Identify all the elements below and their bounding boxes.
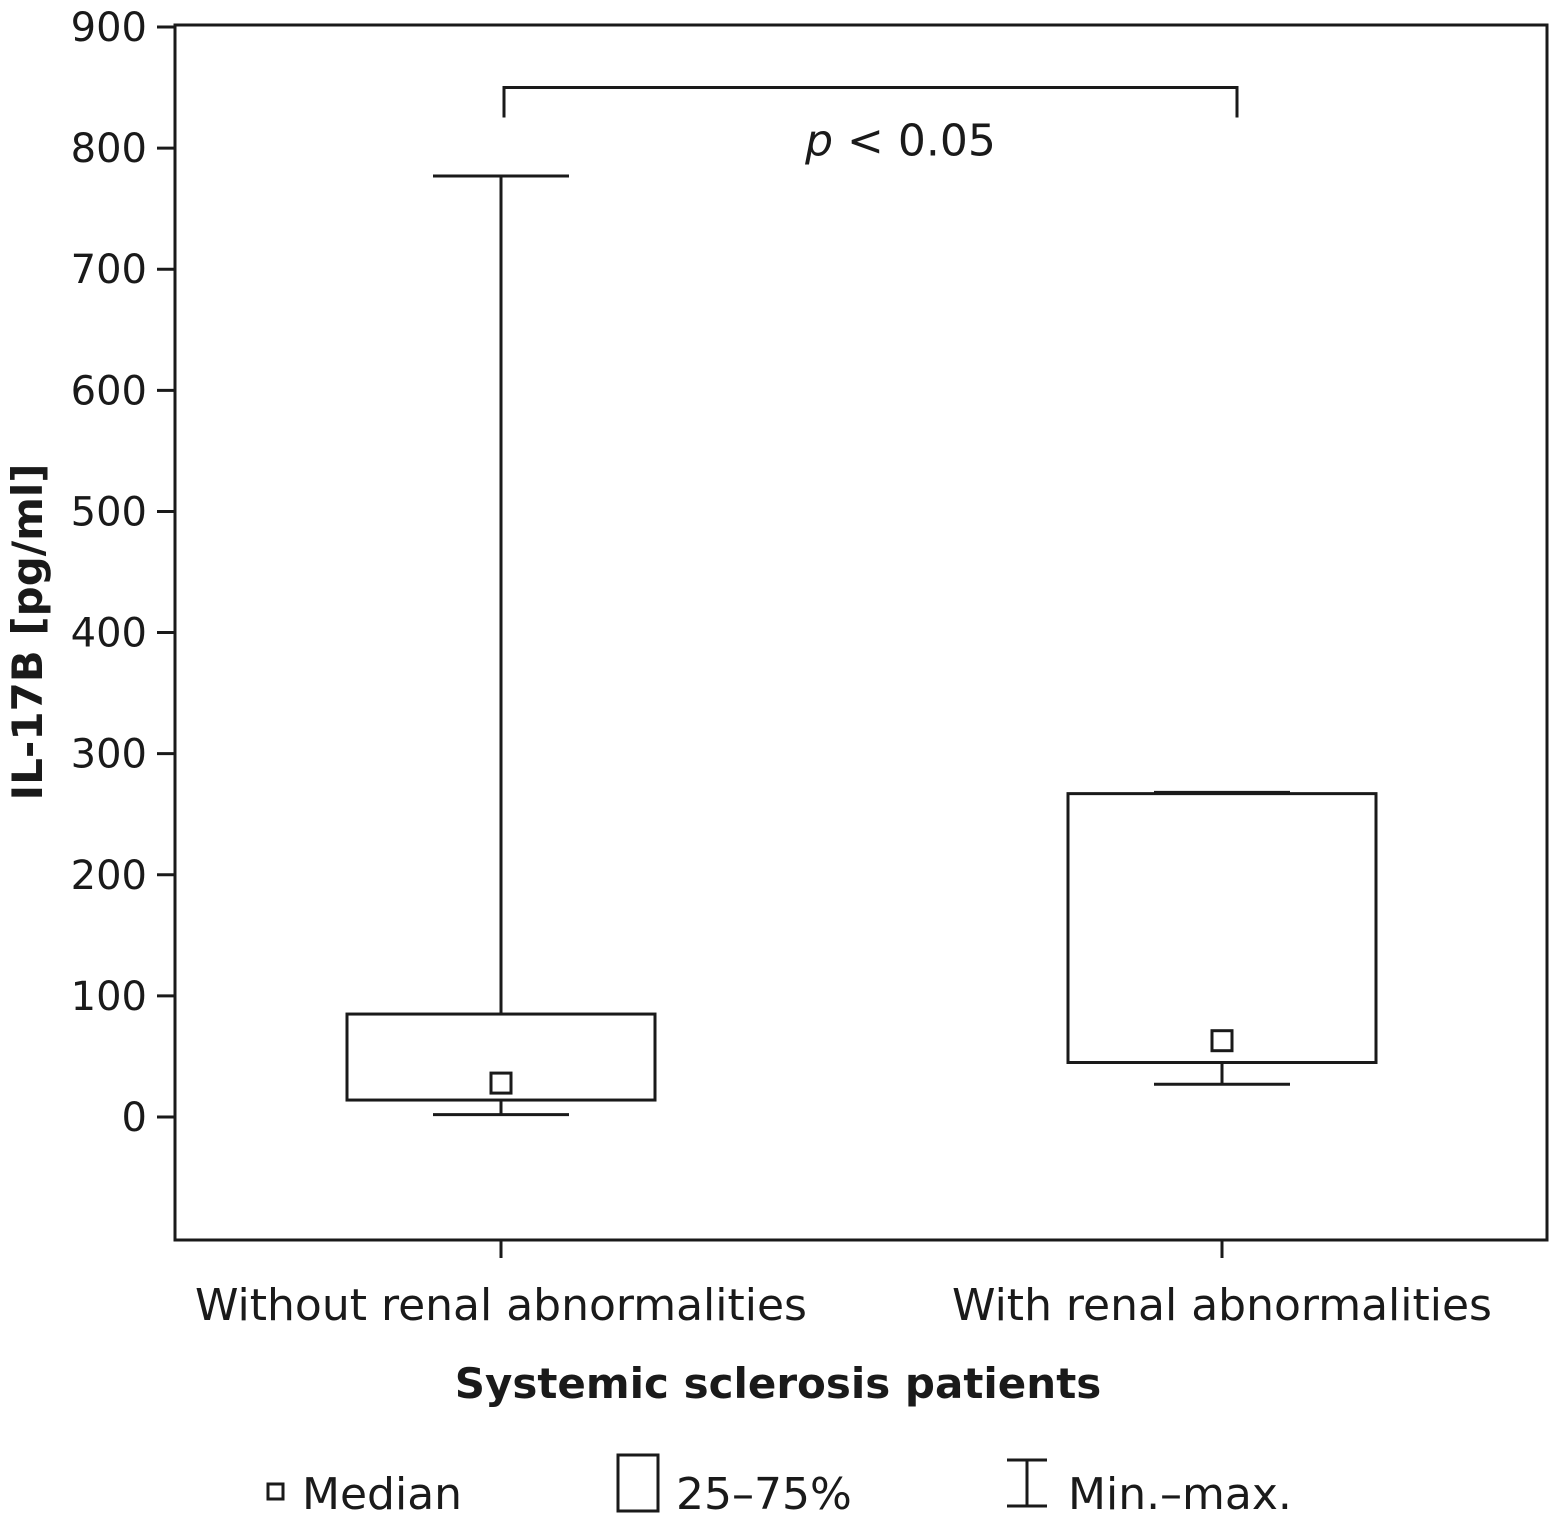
significance-annotation: p < 0.05 xyxy=(502,86,1239,167)
legend-box-symbol xyxy=(616,1453,660,1513)
boxes xyxy=(345,174,1378,1117)
iqr-box xyxy=(345,1012,657,1102)
y-tick-label: 100 xyxy=(71,974,147,1020)
median-marker xyxy=(489,1071,513,1095)
y-tick-label: 500 xyxy=(71,489,147,535)
x-tick-label: With renal abnormalities xyxy=(952,1280,1492,1331)
p-value-italic: p xyxy=(804,116,833,167)
p-value-rest: < 0.05 xyxy=(833,116,996,167)
p-value-label: p < 0.05 xyxy=(804,116,996,167)
y-axis: 0 100 200 300 400 500 600 700 800 900 xyxy=(71,5,175,1141)
y-tick-label: 300 xyxy=(71,732,147,778)
iqr-box xyxy=(1066,792,1378,1065)
legend-box-label: 25–75% xyxy=(676,1469,852,1515)
legend-whisker-label: Min.–max. xyxy=(1068,1469,1292,1515)
y-tick-label: 400 xyxy=(71,611,147,657)
y-tick-label: 800 xyxy=(71,126,147,172)
box-group xyxy=(1066,790,1378,1086)
median-marker xyxy=(1210,1029,1234,1053)
box-group xyxy=(345,174,657,1117)
legend-median-label: Median xyxy=(302,1469,462,1515)
y-axis-title: IL-17B [pg/ml] xyxy=(3,464,52,801)
x-axis-title: Systemic sclerosis patients xyxy=(455,1359,1102,1408)
y-tick-label: 600 xyxy=(71,368,147,414)
y-tick-label: 900 xyxy=(71,5,147,51)
significance-bracket xyxy=(502,86,1239,118)
y-tick-label: 200 xyxy=(71,853,147,899)
x-tick-label: Without renal abnormalities xyxy=(195,1280,807,1331)
y-tick-label: 700 xyxy=(71,247,147,293)
y-tick-label: 0 xyxy=(122,1095,147,1141)
legend: Median 25–75% Min.–max. xyxy=(266,1453,1292,1515)
plot-frame xyxy=(173,23,1549,1242)
x-axis: Without renal abnormalities With renal ab… xyxy=(195,1240,1492,1331)
legend-median-symbol xyxy=(266,1482,285,1501)
